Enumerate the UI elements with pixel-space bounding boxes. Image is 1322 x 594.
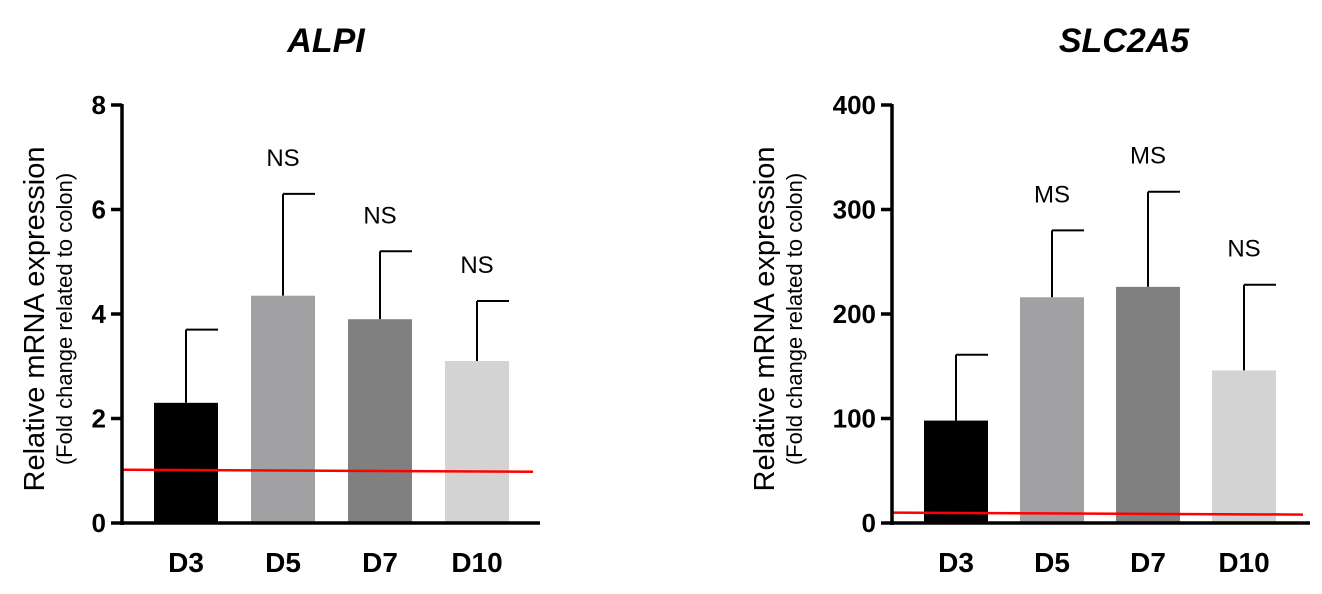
significance-label: NS [1227, 236, 1260, 263]
y-tick-label: 8 [92, 90, 106, 120]
y-tick-label: 0 [92, 508, 106, 538]
x-tick-label: D7 [1130, 547, 1166, 578]
x-tick-label: D10 [451, 547, 502, 578]
y-tick-label: 100 [833, 404, 876, 434]
y-tick-label: 400 [833, 90, 876, 120]
y-tick-label: 2 [92, 404, 106, 434]
x-tick-label: D7 [362, 547, 398, 578]
significance-label: NS [460, 252, 493, 279]
y-tick-label: 200 [833, 299, 876, 329]
reference-line [891, 511, 1304, 516]
significance-label: MS [1130, 143, 1166, 170]
y-tick-label: 300 [833, 195, 876, 225]
y-axis-label: Relative mRNA expression [19, 147, 51, 492]
x-tick-label: D5 [265, 547, 301, 578]
bar-d10 [445, 361, 509, 523]
bar-d5 [1020, 297, 1084, 523]
x-tick-label: D3 [168, 547, 204, 578]
y-axis-label: Relative mRNA expression [749, 147, 781, 492]
y-axis-sublabel: (Fold change related to colon) [52, 173, 77, 465]
bar-d7 [348, 319, 412, 523]
chart-panel-alpi: ALPI Relative mRNA expression (Fold change… [19, 22, 540, 578]
x-tick-label: D5 [1034, 547, 1070, 578]
bar-d3 [924, 420, 988, 523]
bar-d10 [1212, 370, 1276, 523]
reference-line [121, 468, 534, 473]
y-tick-label: 0 [862, 508, 876, 538]
significance-label: MS [1034, 181, 1070, 208]
x-tick-label: D3 [938, 547, 974, 578]
significance-label: NS [363, 202, 396, 229]
bar-d7 [1116, 286, 1180, 523]
bar-d3 [154, 402, 218, 523]
chart-title: SLC2A5 [1059, 22, 1190, 60]
y-tick-label: 4 [92, 299, 107, 329]
chart-panel-slc2a5: SLC2A5 Relative mRNA expression (Fold chan… [749, 22, 1310, 578]
x-tick-label: D10 [1218, 547, 1269, 578]
y-axis-sublabel: (Fold change related to colon) [782, 173, 807, 465]
y-tick-label: 6 [92, 195, 106, 225]
significance-label: NS [266, 145, 299, 172]
bar-d5 [251, 295, 315, 523]
chart-title: ALPI [286, 22, 366, 60]
